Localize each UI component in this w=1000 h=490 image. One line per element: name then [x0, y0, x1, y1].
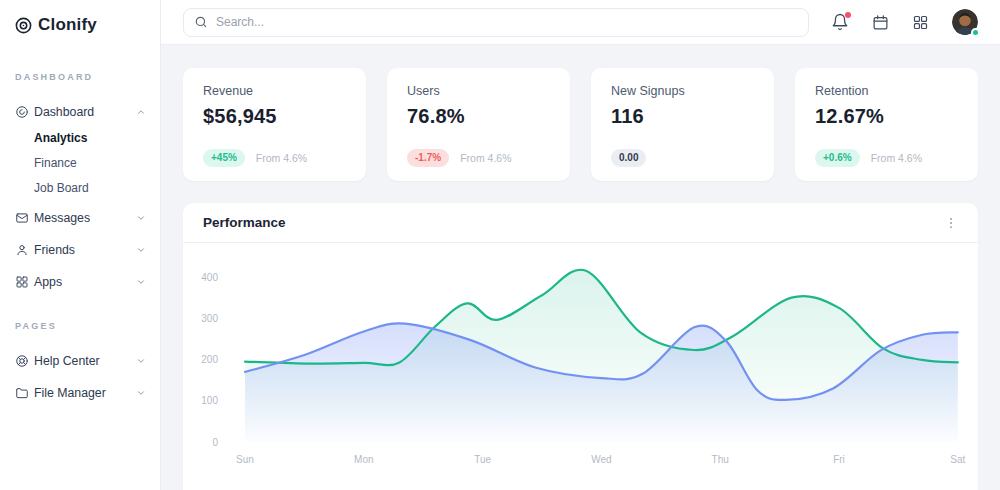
sidebar-item-friends[interactable]: Friends [0, 234, 160, 266]
stat-card-users: Users 76.8% -1.7% From 4.6% [387, 68, 570, 181]
sidebar-item-help-center[interactable]: Help Center [0, 345, 160, 377]
stat-note: From 4.6% [460, 152, 511, 164]
kebab-icon [944, 215, 958, 231]
stat-card-revenue: Revenue $56,945 +45% From 4.6% [183, 68, 366, 181]
apps-grid-button[interactable] [912, 14, 929, 31]
stat-title: Retention [815, 84, 958, 98]
sidebar-item-label: Apps [34, 275, 62, 289]
messages-icon [15, 211, 29, 225]
stat-value: 12.67% [815, 105, 958, 128]
main-area: Revenue $56,945 +45% From 4.6% Users 76.8% -1.… [161, 0, 1000, 490]
stat-note: From 4.6% [871, 152, 922, 164]
svg-text:0: 0 [212, 437, 218, 448]
chevron-down-icon [136, 245, 146, 255]
svg-text:Sun: Sun [236, 454, 254, 465]
stat-badge: -1.7% [407, 149, 449, 167]
chevron-up-icon [136, 107, 146, 117]
sidebar-item-label: File Manager [34, 386, 106, 400]
calendar-button[interactable] [872, 14, 889, 31]
svg-text:100: 100 [201, 395, 218, 406]
svg-text:300: 300 [201, 313, 218, 324]
kebab-menu-button[interactable] [944, 215, 958, 231]
online-status-dot [971, 28, 980, 37]
sidebar-item-apps[interactable]: Apps [0, 266, 160, 298]
avatar[interactable] [952, 9, 978, 35]
panel-header: Performance [183, 203, 978, 243]
svg-text:Wed: Wed [591, 454, 611, 465]
sidebar-item-label: Messages [34, 211, 90, 225]
grid-icon [912, 14, 929, 31]
notifications-button[interactable] [831, 13, 849, 31]
sidebar-item-messages[interactable]: Messages [0, 202, 160, 234]
help-icon [15, 354, 29, 368]
svg-text:Thu: Thu [712, 454, 729, 465]
stat-card-retention: Retention 12.67% +0.6% From 4.6% [795, 68, 978, 181]
performance-panel: Performance 0 100 200 300 400 Sun Mon Tue Wed Thu… [183, 203, 978, 490]
dashboard-icon [15, 105, 29, 119]
stats-row: Revenue $56,945 +45% From 4.6% Users 76.8% -1.… [183, 68, 978, 181]
stat-badge: +0.6% [815, 149, 860, 167]
sidebar-subitem-analytics[interactable]: Analytics [0, 125, 160, 150]
svg-text:200: 200 [201, 354, 218, 365]
search-icon [194, 15, 208, 29]
performance-chart: 0 100 200 300 400 Sun Mon Tue Wed Thu Fri Sat [183, 243, 978, 490]
sidebar-subitem-finance[interactable]: Finance [0, 150, 160, 175]
stat-title: Revenue [203, 84, 346, 98]
brand-name: Clonify [38, 15, 97, 35]
svg-text:400: 400 [201, 272, 218, 283]
sidebar-sublist: AnalyticsFinanceJob Board [0, 125, 160, 200]
topbar [161, 0, 1000, 45]
brand-logo[interactable]: Clonify [0, 0, 160, 36]
calendar-icon [872, 14, 889, 31]
friends-icon [15, 243, 29, 257]
chevron-down-icon [136, 213, 146, 223]
sidebar-nav: DASHBOARD Dashboard AnalyticsFinanceJob Bo… [0, 69, 160, 409]
chevron-down-icon [136, 388, 146, 398]
panel-title: Performance [203, 215, 286, 230]
svg-text:Tue: Tue [474, 454, 491, 465]
chevron-down-icon [136, 277, 146, 287]
notification-dot [845, 12, 851, 18]
stat-value: 76.8% [407, 105, 550, 128]
sidebar-item-label: Friends [34, 243, 75, 257]
sidebar-item-label: Dashboard [34, 105, 94, 119]
sidebar-item-dashboard[interactable]: Dashboard [0, 96, 160, 128]
folder-icon [15, 386, 29, 400]
stat-note: From 4.6% [256, 152, 307, 164]
stat-badge: 0.00 [611, 149, 646, 167]
apps-icon [15, 275, 29, 289]
stat-title: Users [407, 84, 550, 98]
stat-value: $56,945 [203, 105, 346, 128]
stat-title: New Signups [611, 84, 754, 98]
sidebar-item-label: Help Center [34, 354, 100, 368]
app-root: Clonify DASHBOARD Dashboard AnalyticsFinan… [0, 0, 1000, 490]
svg-text:Sat: Sat [950, 454, 965, 465]
topbar-actions [831, 9, 978, 35]
brand-logo-icon [14, 16, 33, 35]
stat-value: 116 [611, 105, 754, 128]
svg-text:Mon: Mon [354, 454, 373, 465]
sidebar-section-label: PAGES [0, 318, 160, 334]
svg-text:Fri: Fri [833, 454, 845, 465]
search-box[interactable] [183, 8, 809, 37]
sidebar-subitem-job-board[interactable]: Job Board [0, 175, 160, 200]
sidebar-section-label: DASHBOARD [0, 69, 160, 85]
search-input[interactable] [216, 15, 798, 29]
stat-badge: +45% [203, 149, 245, 167]
chevron-down-icon [136, 356, 146, 366]
sidebar-item-file-manager[interactable]: File Manager [0, 377, 160, 409]
stat-card-new-signups: New Signups 116 0.00 [591, 68, 774, 181]
main-content: Revenue $56,945 +45% From 4.6% Users 76.8% -1.… [161, 45, 1000, 490]
sidebar: Clonify DASHBOARD Dashboard AnalyticsFinan… [0, 0, 161, 490]
